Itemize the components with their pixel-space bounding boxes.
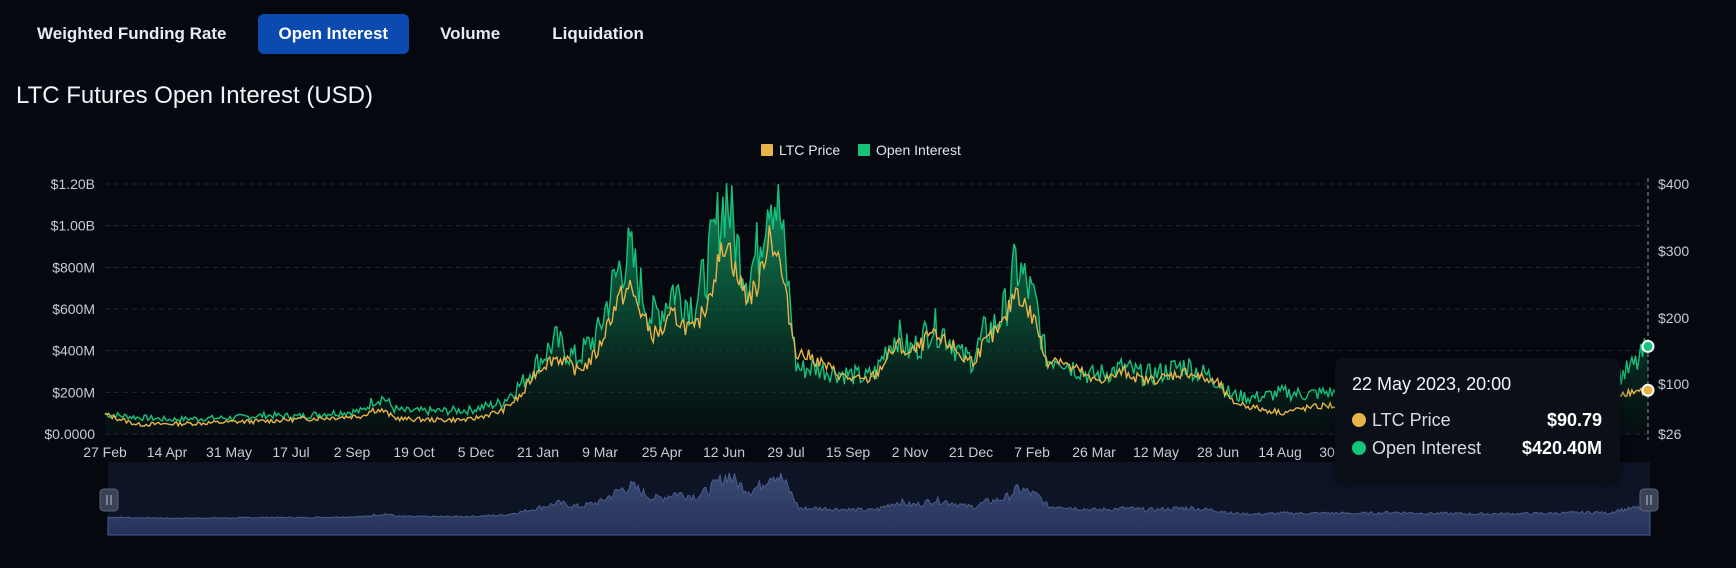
y-left-tick-label: $0.0000 xyxy=(44,426,95,442)
open-interest-marker xyxy=(1641,339,1655,353)
x-tick-label: 17 Jul xyxy=(272,444,309,460)
open-interest-dot-icon xyxy=(1352,441,1366,455)
y-right-tick-label: $300 xyxy=(1658,243,1689,259)
tooltip-row-name: Open Interest xyxy=(1372,437,1482,458)
tooltip-row-ltc-price: LTC Price $90.79 xyxy=(1352,408,1602,432)
x-tick-label: 12 Jun xyxy=(703,444,745,460)
tooltip-row-value: $90.79 xyxy=(1546,409,1602,430)
x-tick-label: 5 Dec xyxy=(458,444,495,460)
chart-tooltip: 22 May 2023, 20:00 LTC Price $90.79 Open… xyxy=(1335,358,1620,482)
ltc-price-marker xyxy=(1641,383,1655,397)
tooltip-date: 22 May 2023, 20:00 xyxy=(1352,374,1512,394)
tab-volume[interactable]: Volume xyxy=(440,24,501,43)
x-tick-label: 21 Dec xyxy=(949,444,993,460)
x-tick-label: 19 Oct xyxy=(393,444,434,460)
x-tick-label: 2 Nov xyxy=(892,444,929,460)
legend-label: Open Interest xyxy=(876,142,961,158)
tab-liquidation[interactable]: Liquidation xyxy=(552,24,644,43)
x-tick-label: 26 Mar xyxy=(1072,444,1116,460)
y-left-tick-label: $200M xyxy=(52,384,95,400)
y-left-tick-label: $400M xyxy=(52,343,95,359)
y-left-tick-label: $600M xyxy=(52,301,95,317)
x-tick-label: 27 Feb xyxy=(83,444,127,460)
legend-swatch xyxy=(858,144,870,156)
legend-label: LTC Price xyxy=(779,142,840,158)
y-left-tick-label: $1.20B xyxy=(51,176,95,192)
y-right-tick-label: $200 xyxy=(1658,310,1689,326)
x-tick-label: 12 May xyxy=(1133,444,1179,460)
x-tick-label: 29 Jul xyxy=(767,444,804,460)
legend-swatch xyxy=(761,144,773,156)
x-tick-label: 31 May xyxy=(206,444,252,460)
x-tick-label: 30 xyxy=(1319,444,1335,460)
tab-weighted-funding-rate[interactable]: Weighted Funding Rate xyxy=(37,24,227,43)
y-left-tick-label: $800M xyxy=(52,259,95,275)
tooltip-row-open-interest: Open Interest $420.40M xyxy=(1352,436,1602,460)
page-title: LTC Futures Open Interest (USD) xyxy=(16,82,373,109)
tooltip-row-name: LTC Price xyxy=(1372,409,1451,430)
x-tick-label: 15 Sep xyxy=(826,444,871,460)
navigator-left-handle[interactable] xyxy=(99,488,119,512)
tab-bar: Weighted Funding Rate Open Interest Volu… xyxy=(16,14,665,54)
x-tick-label: 14 Aug xyxy=(1258,444,1302,460)
x-tick-label: 14 Apr xyxy=(147,444,188,460)
tab-open-interest[interactable]: Open Interest xyxy=(257,14,410,54)
x-tick-label: 25 Apr xyxy=(642,444,683,460)
x-tick-label: 21 Jan xyxy=(517,444,559,460)
tooltip-row-value: $420.40M xyxy=(1521,437,1602,458)
y-right-tick-label: $400 xyxy=(1658,176,1689,192)
navigator-area xyxy=(107,472,1651,536)
x-tick-label: 7 Feb xyxy=(1014,444,1050,460)
ltc-price-dot-icon xyxy=(1352,413,1366,427)
y-right-tick-label: $100 xyxy=(1658,376,1689,392)
y-left-tick-label: $1.00B xyxy=(51,218,95,234)
y-right-tick-label: $26 xyxy=(1658,426,1682,442)
navigator-right-handle[interactable] xyxy=(1639,488,1659,512)
x-tick-label: 28 Jun xyxy=(1197,444,1239,460)
x-tick-label: 9 Mar xyxy=(582,444,618,460)
x-tick-label: 2 Sep xyxy=(334,444,371,460)
